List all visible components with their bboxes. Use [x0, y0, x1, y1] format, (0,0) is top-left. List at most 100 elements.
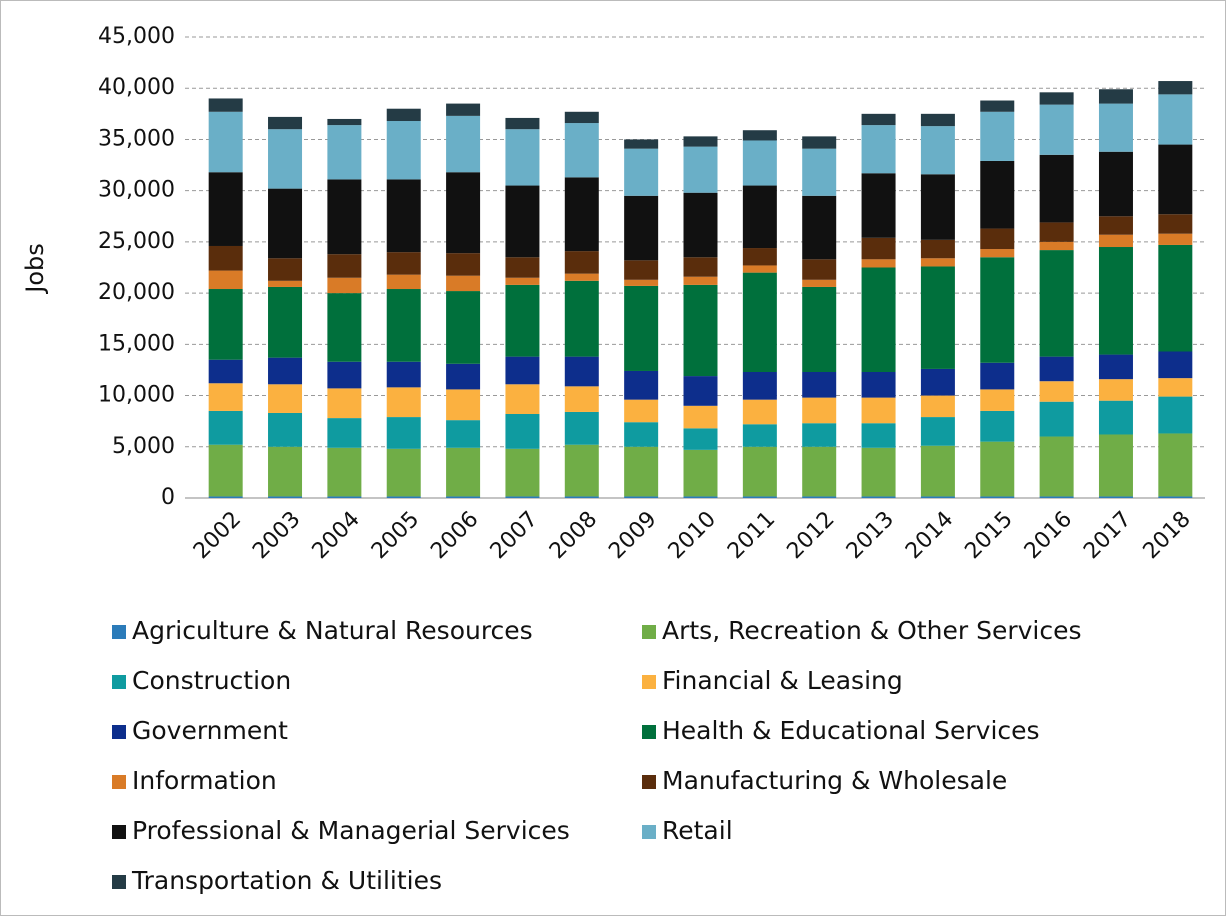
bar-segment: [327, 125, 362, 180]
bar-segment: [505, 185, 540, 258]
bar-segment: [268, 129, 303, 189]
bar-segment: [624, 279, 659, 286]
bar-segment: [1039, 250, 1074, 357]
bar-segment: [1039, 356, 1074, 382]
bar-segment: [208, 172, 243, 246]
bar-segment: [1158, 233, 1193, 245]
legend-label: Financial & Leasing: [662, 666, 903, 695]
bar-segment: [386, 274, 421, 290]
bar-segment: [386, 496, 421, 498]
bar-segment: [446, 496, 481, 498]
bar-segment: [1039, 381, 1074, 402]
bar-segment: [564, 123, 599, 178]
bar-segment: [268, 258, 303, 281]
bar-segment: [802, 279, 837, 287]
bar-segment: [624, 370, 659, 400]
bar-segment: [920, 496, 955, 498]
bar-segment: [446, 291, 481, 364]
bar-segment: [446, 172, 481, 254]
bar-segment: [980, 362, 1015, 390]
bar-segment: [683, 428, 718, 450]
bar-segment: [386, 448, 421, 497]
bar-segment: [505, 277, 540, 285]
bar-segment: [505, 257, 540, 278]
bar-segment: [446, 253, 481, 276]
bar-segment: [624, 399, 659, 423]
bar-segment: [386, 289, 421, 362]
bar-segment: [802, 397, 837, 424]
legend-swatch: [112, 875, 126, 889]
bar-segment: [802, 371, 837, 398]
bar-segment: [920, 266, 955, 369]
bar-segment: [1098, 379, 1133, 401]
bar-segment: [861, 397, 896, 424]
bar-segment: [268, 412, 303, 447]
legend-label: Professional & Managerial Services: [132, 816, 570, 845]
legend-label: Construction: [132, 666, 291, 695]
bar-segment: [742, 371, 777, 400]
bar-segment: [683, 376, 718, 406]
bar-segment: [208, 444, 243, 497]
bar-segment: [920, 417, 955, 446]
y-tick-label: 35,000: [98, 126, 175, 151]
bar-segment: [208, 270, 243, 290]
bar-segment: [861, 371, 896, 398]
bar-segment: [327, 293, 362, 362]
legend-label: Manufacturing & Wholesale: [662, 766, 1007, 795]
bar-segment: [980, 111, 1015, 161]
bar-segment: [268, 286, 303, 358]
bar-segment: [327, 254, 362, 278]
bar-segment: [802, 446, 837, 497]
bar-segment: [1098, 216, 1133, 235]
y-axis-label: Jobs: [21, 243, 49, 295]
bar-segment: [1098, 354, 1133, 380]
bar-segment: [1039, 154, 1074, 223]
bar-segment: [327, 361, 362, 389]
bar-segment: [208, 359, 243, 384]
bar-segment: [980, 410, 1015, 442]
bar-segment: [624, 496, 659, 498]
bar-segment: [505, 413, 540, 449]
bar-segment: [268, 357, 303, 385]
bar-segment: [208, 410, 243, 445]
bar-segment: [268, 188, 303, 259]
bar-segment: [268, 116, 303, 130]
bar-segment: [624, 422, 659, 447]
bar-segment: [624, 285, 659, 371]
bar-segment: [920, 395, 955, 418]
bar-segment: [446, 275, 481, 292]
bar-segment: [327, 496, 362, 498]
bar-segment: [802, 496, 837, 498]
bar-segment: [861, 423, 896, 448]
bar-segment: [683, 449, 718, 497]
bar-segment: [386, 108, 421, 122]
bar-segment: [1098, 400, 1133, 435]
bar-segment: [446, 420, 481, 448]
bar-segment: [386, 252, 421, 275]
bar-segment: [920, 113, 955, 127]
bar-segment: [742, 265, 777, 273]
bar-segment: [268, 384, 303, 413]
bar-segment: [1098, 89, 1133, 104]
bar-segment: [564, 386, 599, 412]
bar-segment: [208, 245, 243, 271]
bar-segment: [268, 496, 303, 498]
bar-segment: [1158, 433, 1193, 497]
bar-segment: [327, 388, 362, 419]
bar-segment: [1158, 81, 1193, 95]
bar-segment: [268, 446, 303, 497]
legend-label: Arts, Recreation & Other Services: [662, 616, 1082, 645]
bar-segment: [564, 496, 599, 498]
bar-segment: [861, 237, 896, 260]
bar-segment: [564, 273, 599, 281]
bar-segment: [268, 280, 303, 287]
bar-segment: [446, 103, 481, 116]
legend-label: Transportation & Utilities: [131, 866, 442, 895]
legend-label: Retail: [662, 816, 733, 845]
bar-segment: [742, 446, 777, 497]
bar-segment: [742, 248, 777, 266]
bar-segment: [1039, 104, 1074, 155]
bar-segment: [920, 258, 955, 267]
bar-segment: [1158, 94, 1193, 145]
bar-segment: [683, 136, 718, 147]
